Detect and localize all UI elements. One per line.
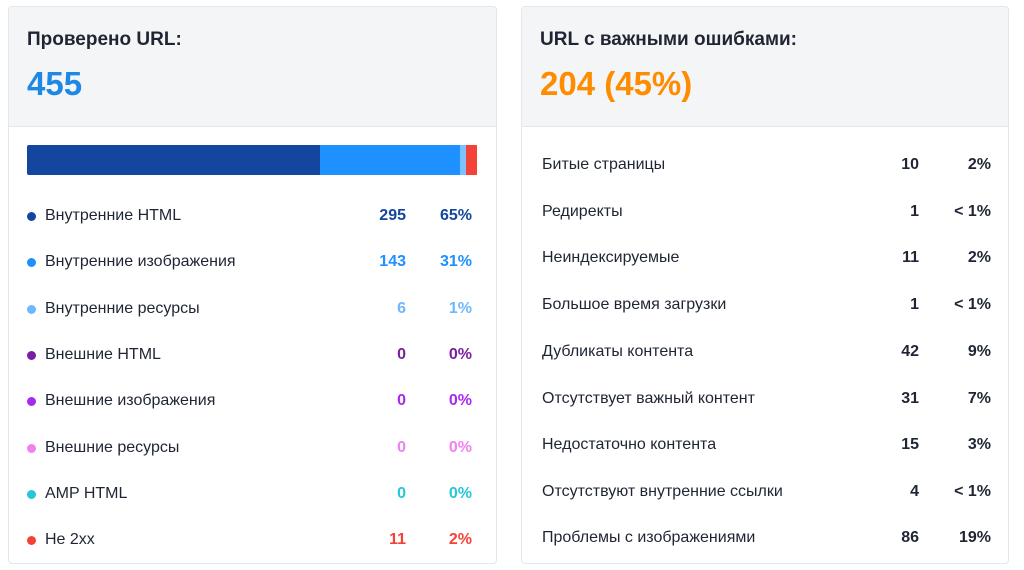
url-type-count[interactable]: 143 bbox=[379, 253, 406, 270]
error-row[interactable]: Отсутствует важный контент 31 7% bbox=[542, 387, 991, 411]
url-type-row[interactable]: Внешние ресурсы 0 0% bbox=[27, 436, 472, 460]
error-label: Редиректы bbox=[542, 203, 623, 220]
url-type-count[interactable]: 11 bbox=[389, 531, 406, 548]
checked-urls-header: Проверено URL: 455 bbox=[9, 7, 496, 127]
legend-dot-icon bbox=[27, 535, 36, 545]
checked-urls-title: Проверено URL: bbox=[27, 29, 182, 50]
legend-dot-icon bbox=[27, 257, 36, 267]
url-type-percent: 0% bbox=[448, 346, 472, 363]
url-distribution-bar bbox=[27, 145, 478, 175]
url-type-label: Внутренние ресурсы bbox=[45, 300, 200, 317]
important-errors-header: URL с важными ошибками: 204 (45%) bbox=[522, 7, 1008, 127]
legend-dot-icon bbox=[27, 350, 36, 360]
error-count[interactable]: 11 bbox=[902, 249, 919, 266]
url-type-row[interactable]: Внутренние изображения 143 31% bbox=[27, 250, 472, 274]
error-percent: < 1% bbox=[954, 483, 991, 500]
url-type-percent: 65% bbox=[439, 207, 472, 224]
legend-dot-icon bbox=[27, 489, 36, 499]
error-label: Отсутствует важный контент bbox=[542, 390, 755, 407]
error-row[interactable]: Проблемы с изображениями 86 19% bbox=[542, 526, 991, 550]
url-type-percent: 0% bbox=[448, 485, 472, 502]
url-type-percent: 2% bbox=[448, 531, 472, 548]
checked-urls-value: 455 bbox=[27, 65, 83, 102]
error-count[interactable]: 10 bbox=[901, 156, 919, 173]
error-count[interactable]: 15 bbox=[901, 436, 919, 453]
error-percent: 2% bbox=[967, 156, 991, 173]
url-type-count[interactable]: 0 bbox=[397, 392, 406, 409]
error-row[interactable]: Битые страницы 10 2% bbox=[542, 153, 991, 177]
error-count[interactable]: 31 bbox=[901, 390, 919, 407]
error-percent: 7% bbox=[967, 390, 991, 407]
url-type-row[interactable]: Внешние изображения 0 0% bbox=[27, 389, 472, 413]
error-count[interactable]: 1 bbox=[910, 296, 919, 313]
error-label: Неиндексируемые bbox=[542, 249, 680, 266]
error-percent: 9% bbox=[967, 343, 991, 360]
error-row[interactable]: Неиндексируемые 11 2% bbox=[542, 246, 991, 270]
url-type-row[interactable]: Внутренние ресурсы 6 1% bbox=[27, 297, 472, 321]
error-row[interactable]: Редиректы 1 < 1% bbox=[542, 200, 991, 224]
url-type-label: Внутренние HTML bbox=[45, 207, 182, 224]
error-percent: 3% bbox=[967, 436, 991, 453]
url-type-label: AMP HTML bbox=[45, 485, 128, 502]
url-type-count[interactable]: 295 bbox=[379, 207, 406, 224]
error-percent: < 1% bbox=[954, 296, 991, 313]
error-label: Большое время загрузки bbox=[542, 296, 727, 313]
error-percent: < 1% bbox=[954, 203, 991, 220]
error-percent: 2% bbox=[967, 249, 991, 266]
legend-dot-icon bbox=[27, 211, 36, 221]
url-type-label: Не 2xx bbox=[45, 531, 95, 548]
url-type-count[interactable]: 0 bbox=[397, 346, 406, 363]
error-count[interactable]: 4 bbox=[910, 483, 919, 500]
important-errors-card: URL с важными ошибками: 204 (45%) Битые … bbox=[521, 6, 1009, 564]
error-label: Недостаточно контента bbox=[542, 436, 717, 453]
important-errors-value: 204 (45%) bbox=[540, 65, 693, 102]
bar-segment bbox=[27, 145, 321, 175]
url-type-row[interactable]: Внешние HTML 0 0% bbox=[27, 343, 472, 367]
url-type-count[interactable]: 6 bbox=[397, 300, 406, 317]
error-row[interactable]: Недостаточно контента 15 3% bbox=[542, 433, 991, 457]
checked-urls-card: Проверено URL: 455 Внутренние HTML 295 65%… bbox=[8, 6, 497, 564]
url-type-label: Внешние изображения bbox=[45, 392, 216, 409]
error-count[interactable]: 86 bbox=[901, 529, 919, 546]
url-type-percent: 1% bbox=[448, 300, 472, 317]
error-label: Проблемы с изображениями bbox=[542, 529, 756, 546]
url-type-label: Внутренние изображения bbox=[45, 253, 236, 270]
error-row[interactable]: Отсутствуют внутренние ссылки 4 < 1% bbox=[542, 480, 991, 504]
error-label: Дубликаты контента bbox=[542, 343, 694, 360]
url-type-row[interactable]: Внутренние HTML 295 65% bbox=[27, 204, 472, 228]
error-label: Битые страницы bbox=[542, 156, 666, 173]
error-row[interactable]: Дубликаты контента 42 9% bbox=[542, 340, 991, 364]
url-type-percent: 0% bbox=[448, 392, 472, 409]
bar-segment bbox=[465, 145, 477, 175]
url-type-label: Внешние HTML bbox=[45, 346, 161, 363]
legend-dot-icon bbox=[27, 443, 36, 453]
error-percent: 19% bbox=[958, 529, 991, 546]
url-type-row[interactable]: AMP HTML 0 0% bbox=[27, 482, 472, 506]
error-row[interactable]: Большое время загрузки 1 < 1% bbox=[542, 293, 991, 317]
error-label: Отсутствуют внутренние ссылки bbox=[542, 483, 783, 500]
bar-segment bbox=[459, 145, 466, 175]
url-type-percent: 31% bbox=[439, 253, 472, 270]
bar-segment bbox=[320, 145, 460, 175]
url-type-count[interactable]: 0 bbox=[397, 439, 406, 456]
url-type-count[interactable]: 0 bbox=[397, 485, 406, 502]
url-type-row[interactable]: Не 2xx 11 2% bbox=[27, 528, 472, 552]
url-type-label: Внешние ресурсы bbox=[45, 439, 180, 456]
legend-dot-icon bbox=[27, 304, 36, 314]
url-type-percent: 0% bbox=[448, 439, 472, 456]
error-count[interactable]: 1 bbox=[910, 203, 919, 220]
important-errors-title: URL с важными ошибками: bbox=[540, 29, 798, 50]
error-count[interactable]: 42 bbox=[901, 343, 919, 360]
legend-dot-icon bbox=[27, 396, 36, 406]
